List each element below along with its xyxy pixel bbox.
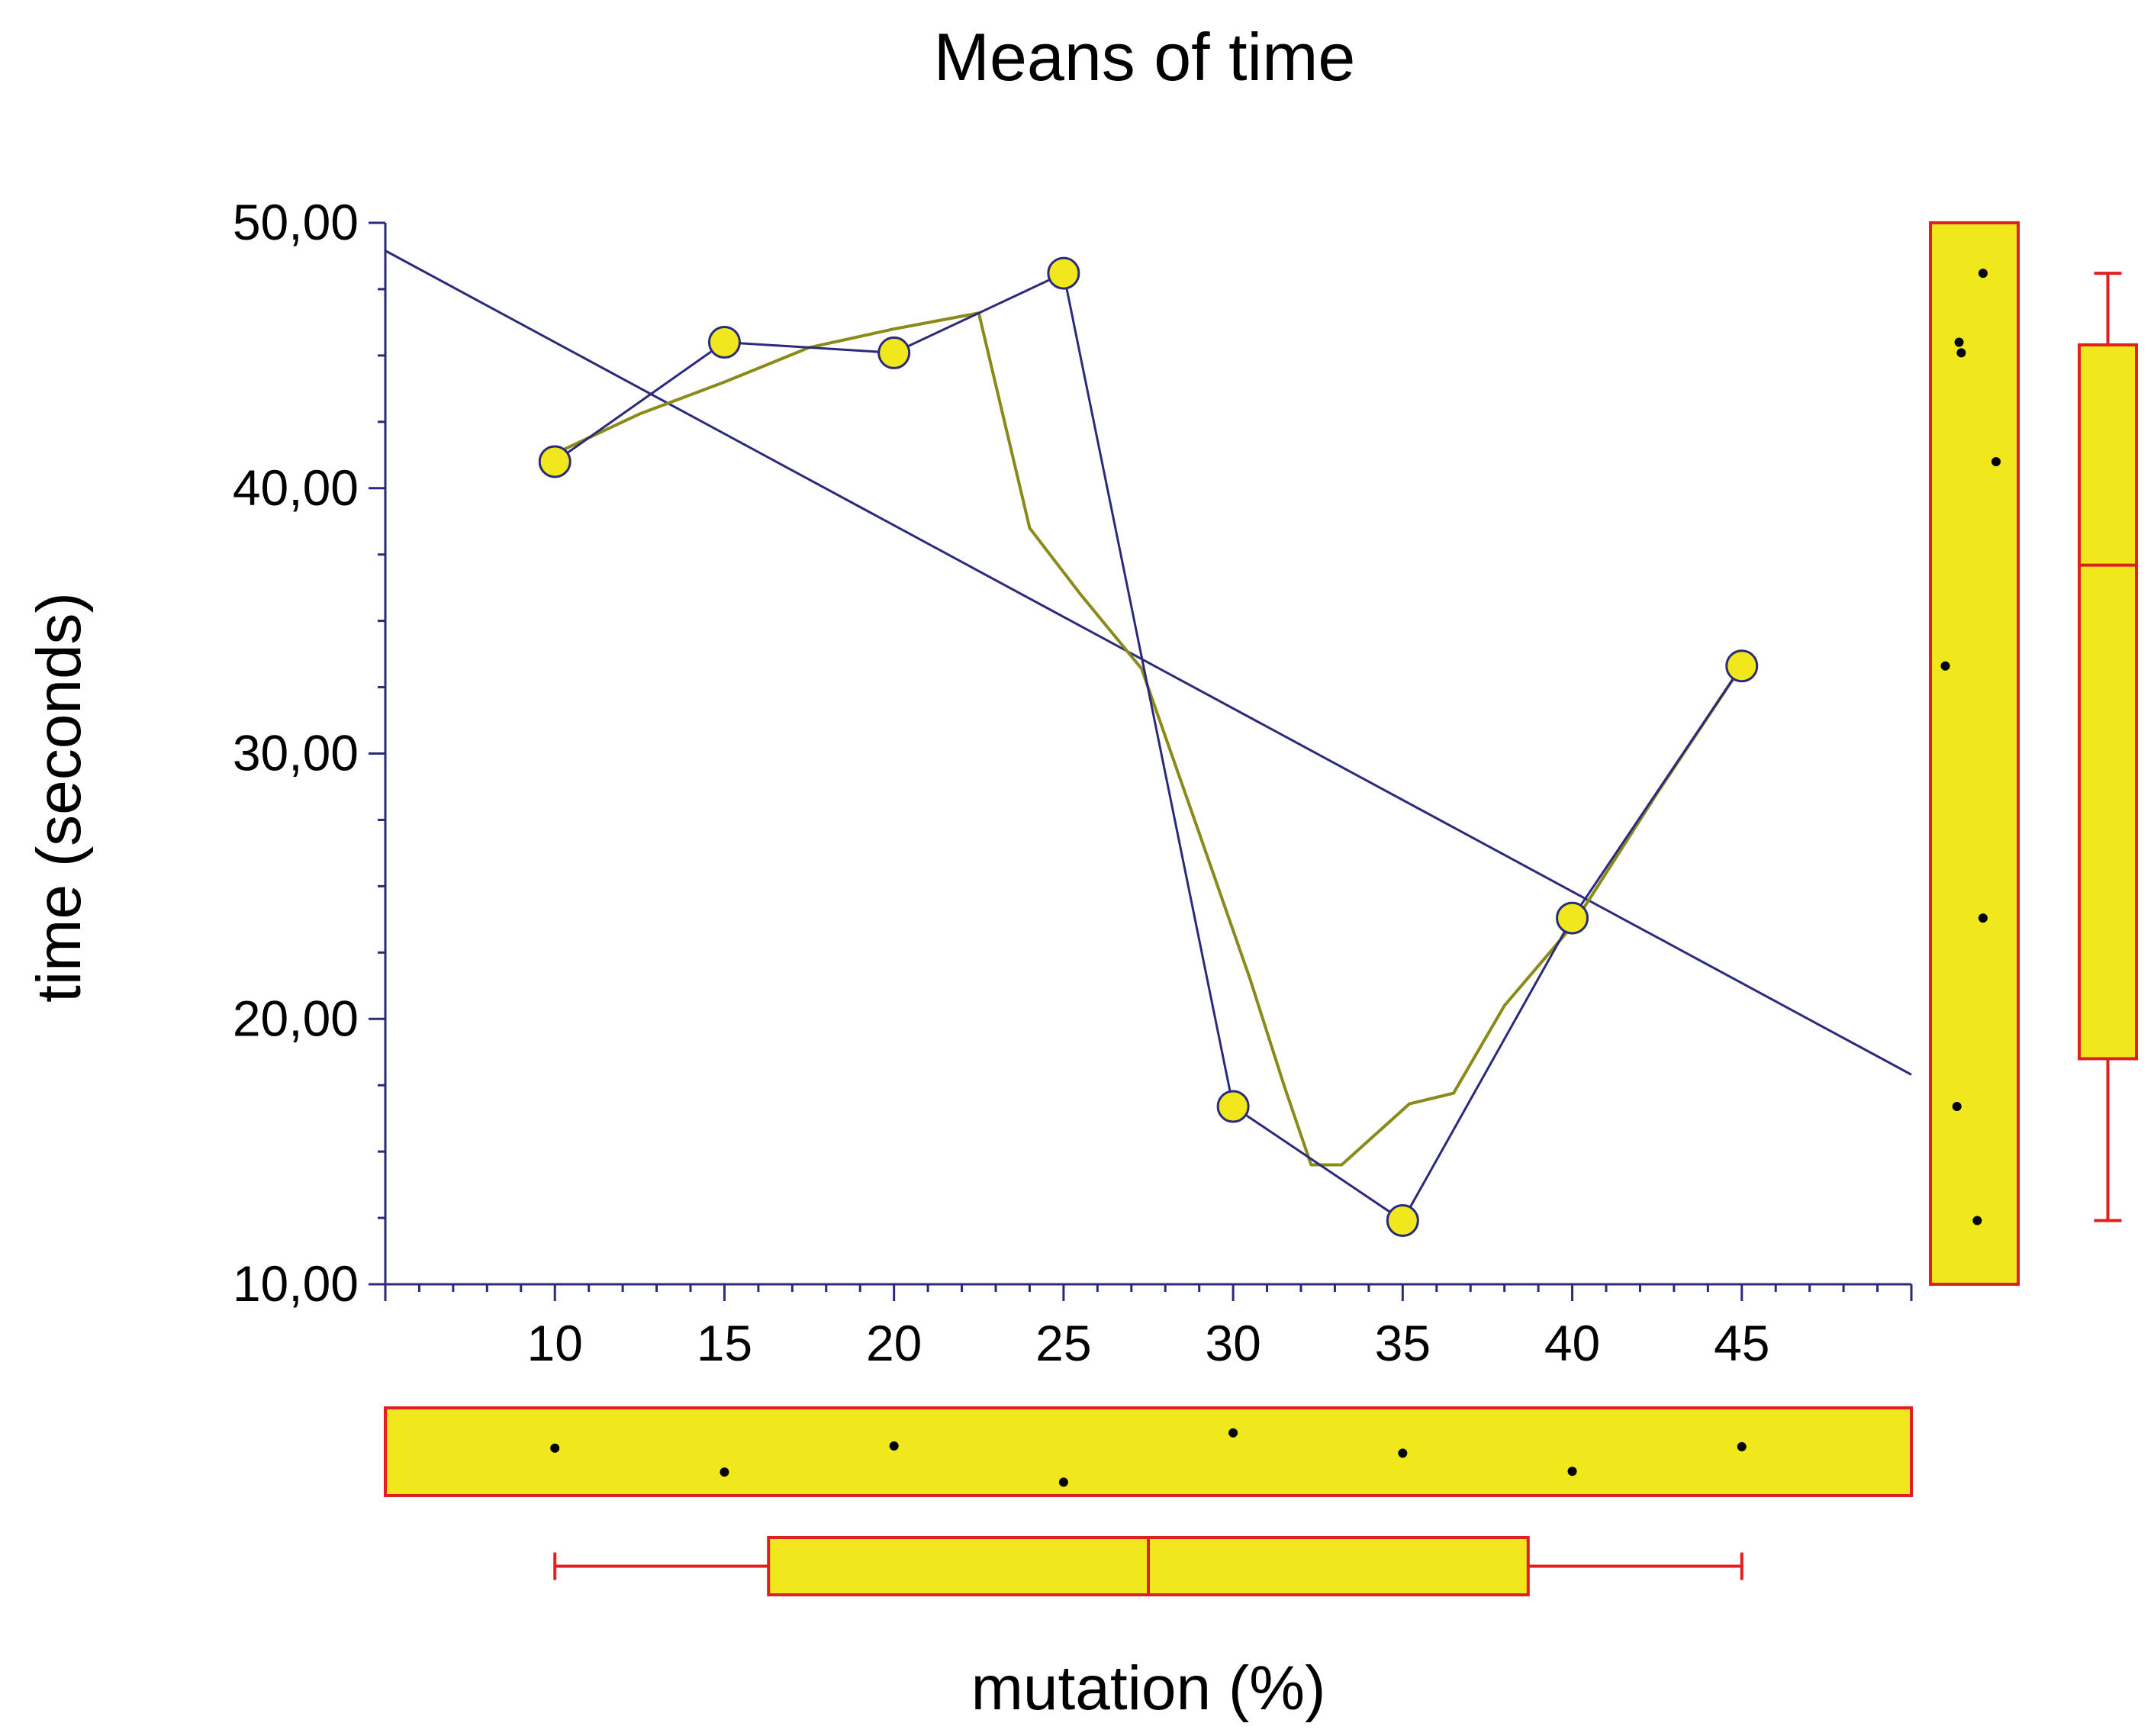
x-rug-dot — [889, 1441, 899, 1451]
x-rug-dot — [1228, 1428, 1238, 1438]
data-point — [1556, 901, 1589, 935]
y-tick-label: 50,00 — [233, 194, 359, 250]
regression-line — [385, 250, 1912, 1076]
y-rug-box — [1929, 221, 2020, 1286]
x-tick-label: 25 — [1035, 1315, 1091, 1371]
y-tick-label: 20,00 — [233, 990, 359, 1046]
y-tick-label: 10,00 — [233, 1255, 359, 1312]
y-axis-label: time (seconds) — [24, 592, 94, 1003]
x-rug-dot — [1567, 1467, 1577, 1477]
y-rug-dot — [1956, 348, 1966, 358]
series-line — [554, 271, 1743, 1222]
x-tick-label: 20 — [866, 1315, 922, 1371]
y-rug-dot — [1952, 1102, 1962, 1112]
marks — [385, 250, 1912, 1238]
x-tick-label: 35 — [1375, 1315, 1431, 1371]
y-rug-dot — [1978, 913, 1988, 923]
x-rug-dot — [550, 1443, 560, 1453]
x-tick-label: 15 — [697, 1315, 752, 1371]
y-rug-dot — [1978, 269, 1988, 279]
data-point — [877, 336, 911, 369]
y-rug-dot — [1972, 1216, 1982, 1226]
x-rug-box — [384, 1406, 1913, 1497]
x-tick-label: 40 — [1544, 1315, 1600, 1371]
y-marginal-box — [1929, 221, 2138, 1286]
y-tick-label: 40,00 — [233, 459, 359, 516]
x-tick-label: 10 — [527, 1315, 583, 1371]
data-point — [1216, 1090, 1250, 1123]
x-rug-dot — [1737, 1441, 1747, 1451]
x-tick-label: 45 — [1714, 1315, 1769, 1371]
data-point — [707, 325, 741, 359]
x-axis-label: mutation (%) — [971, 1654, 1326, 1723]
x-rug-dot — [1058, 1477, 1068, 1487]
y-rug-dot — [1954, 337, 1964, 347]
axes: 10,00 20,00 30,00 40,00 50,00 10 15 20 25 30 35 40 4… — [233, 194, 1913, 1371]
chart-title: Means of time — [934, 19, 1356, 95]
x-marginal-box — [384, 1406, 1913, 1596]
y-rug-dot — [1991, 456, 2001, 466]
data-point — [1725, 649, 1759, 683]
x-tick-label: 30 — [1205, 1315, 1261, 1371]
y-box — [2078, 343, 2138, 1061]
data-point — [1386, 1204, 1419, 1238]
data-point — [1047, 256, 1080, 290]
x-rug-dot — [720, 1467, 729, 1477]
smoother-curve — [554, 311, 1743, 1167]
y-tick-label: 30,00 — [233, 725, 359, 781]
data-point — [538, 445, 572, 478]
y-rug-dot — [1940, 661, 1950, 671]
x-rug-dot — [1398, 1448, 1408, 1458]
